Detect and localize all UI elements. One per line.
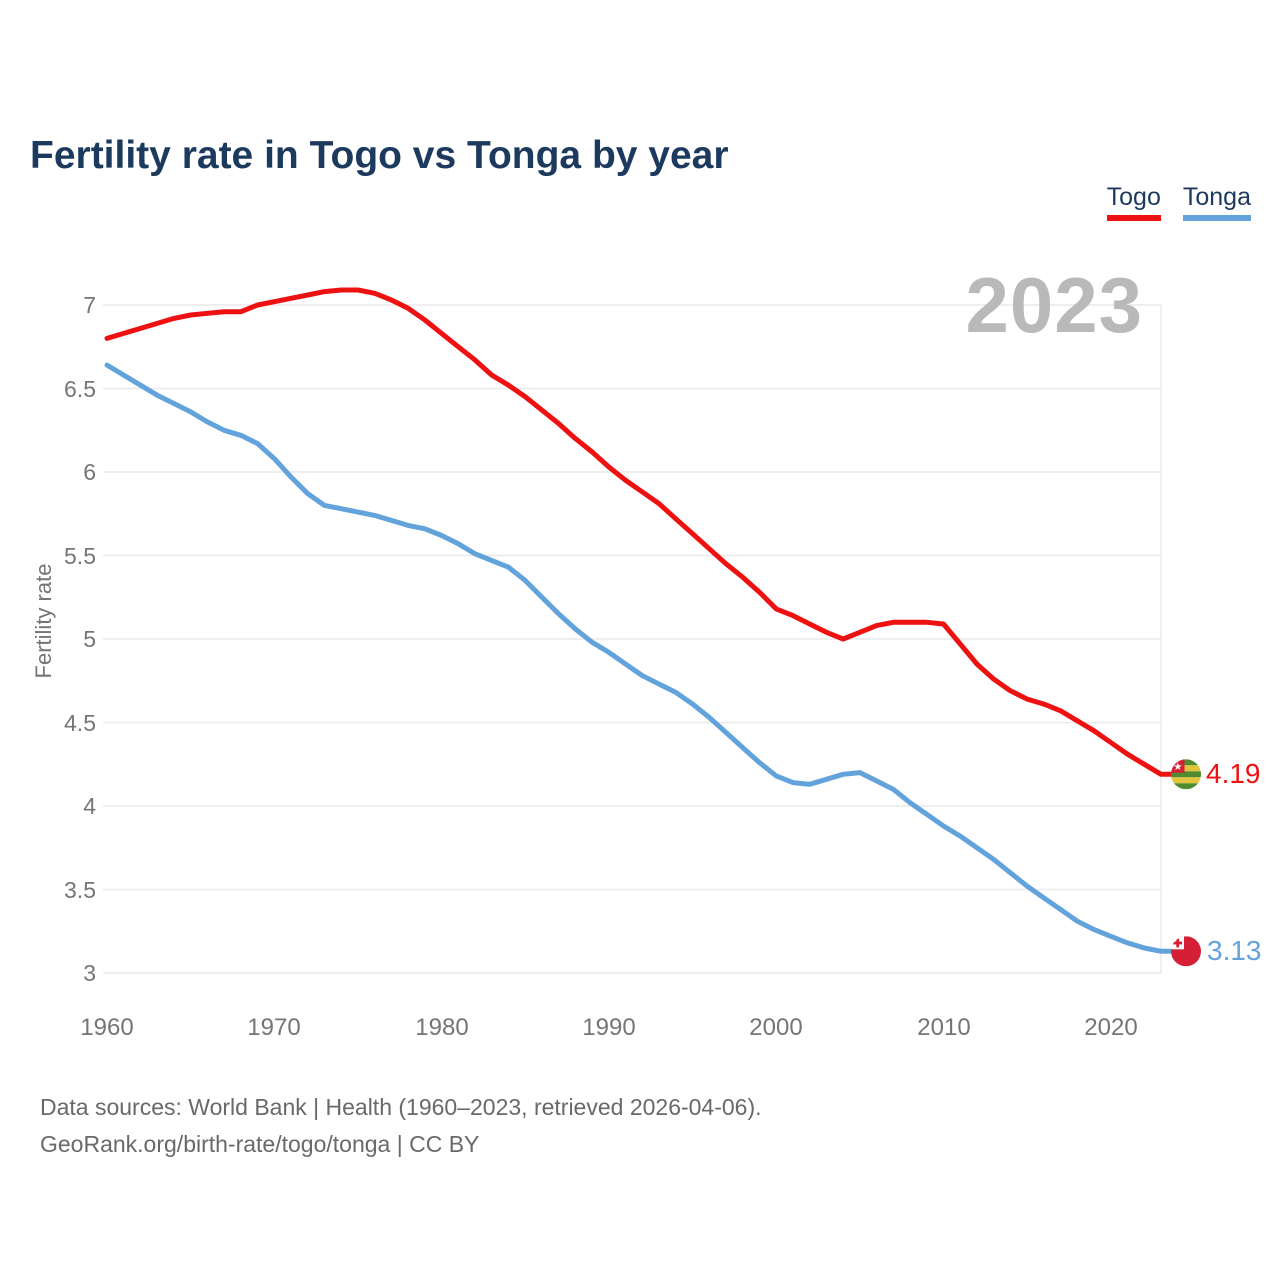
y-tick-label: 5.5 [64,543,96,569]
tonga-flag-icon [1171,936,1201,967]
gridlines [103,304,1162,974]
y-tick-label: 3.5 [64,877,96,903]
legend-item-tonga[interactable]: Tonga [1182,183,1251,221]
x-tick-label: 2010 [917,1014,971,1041]
x-tick-label: 1960 [80,1014,134,1041]
source-attribution: Data sources: World Bank | Health (1960–… [40,1089,762,1163]
y-axis-title: Fertility rate [31,563,56,679]
legend-item-togo[interactable]: Togo [1106,183,1161,221]
y-tick-label: 4 [83,793,96,819]
line-togo [104,287,1173,777]
georank-url-line: GeoRank.org/birth-rate/togo/tonga | CC B… [40,1131,480,1157]
year-watermark: 2023 [965,261,1143,349]
x-tick-label: 2000 [749,1014,803,1041]
y-tick-label: 7 [83,292,96,318]
x-tick-label: 1980 [415,1014,469,1041]
svg-text:★: ★ [1173,761,1183,773]
togo-flag-icon: ★ [1171,759,1201,790]
data-sources-line: Data sources: World Bank | Health (1960–… [40,1094,762,1120]
page-title: Fertility rate in Togo vs Tonga by year [30,134,729,178]
y-tick-label: 6.5 [64,376,96,402]
y-tick-label: 3 [83,960,96,986]
tonga-value-label: 3.13 [1207,935,1262,966]
y-tick-label: 6 [83,459,96,485]
x-tick-label: 2020 [1084,1014,1138,1041]
y-tick-label: 4.5 [64,710,96,736]
series-lines [104,287,1173,954]
togo-value-label: 4.19 [1206,758,1261,789]
chart-legend: Togo Tonga [1106,183,1251,221]
line-tonga [104,362,1173,954]
y-tick-label: 5 [83,626,96,652]
x-tick-label: 1970 [247,1014,301,1041]
x-tick-label: 1990 [582,1014,636,1041]
